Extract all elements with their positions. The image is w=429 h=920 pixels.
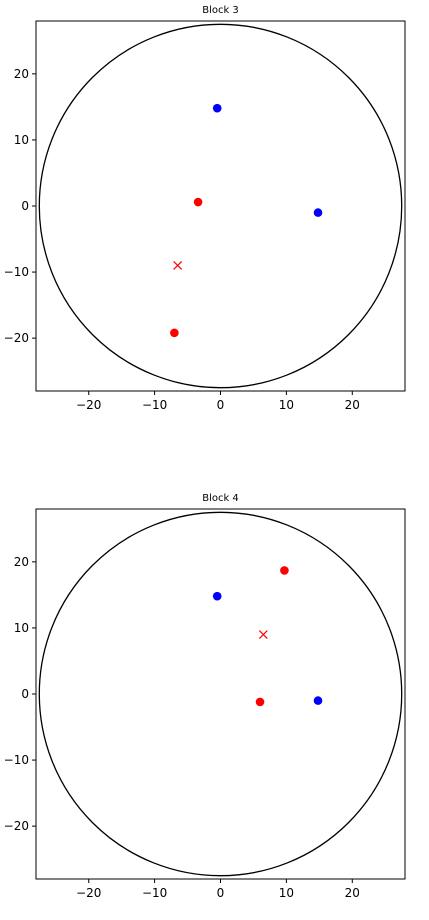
x-tick-label: 0: [217, 886, 225, 900]
chart-title: Block 4: [202, 493, 239, 504]
data-point: [193, 197, 203, 207]
x-tick-label: 10: [279, 398, 294, 412]
x-tick-label: −20: [76, 886, 101, 900]
y-tick-label: −20: [4, 331, 29, 345]
y-tick-label: 0: [21, 199, 29, 213]
x-tick-label: 20: [345, 886, 360, 900]
x-marker: [258, 630, 268, 639]
y-tick-label: −10: [4, 753, 29, 767]
y-tick-label: −10: [4, 265, 29, 279]
data-point: [280, 566, 289, 575]
plot-frame: [35, 20, 406, 392]
data-point: [313, 208, 323, 217]
y-tick-label: 10: [14, 133, 29, 147]
x-tick-label: −10: [142, 886, 167, 900]
y-tick-label: 20: [14, 555, 29, 569]
y-tick-label: −20: [4, 819, 29, 833]
y-tick-label: 10: [14, 621, 29, 635]
x-tick-label: −20: [76, 398, 101, 412]
boundary-circle: [38, 23, 403, 389]
chart-title: Block 3: [202, 5, 239, 16]
y-tick-label: 0: [21, 687, 29, 701]
x-tick-label: −10: [142, 398, 167, 412]
chart-panel-block-4: Block 4 −20 −10 0 10 20 20 10 0 −10 −20: [4, 493, 406, 900]
data-point: [255, 697, 265, 707]
chart-panel-block-3: Block 3 −20 −10 0 10 20 20 10 0 −10 −20: [4, 5, 406, 412]
x-tick-label: 20: [345, 398, 360, 412]
x-tick-label: 0: [217, 398, 225, 412]
x-marker: [173, 261, 183, 270]
y-tick-label: 20: [14, 67, 29, 81]
data-point: [212, 591, 222, 601]
x-tick-label: 10: [279, 886, 294, 900]
plot-frame: [35, 508, 406, 880]
boundary-circle: [38, 511, 403, 877]
data-point: [212, 103, 222, 113]
data-point: [313, 696, 323, 705]
data-point: [170, 328, 179, 338]
